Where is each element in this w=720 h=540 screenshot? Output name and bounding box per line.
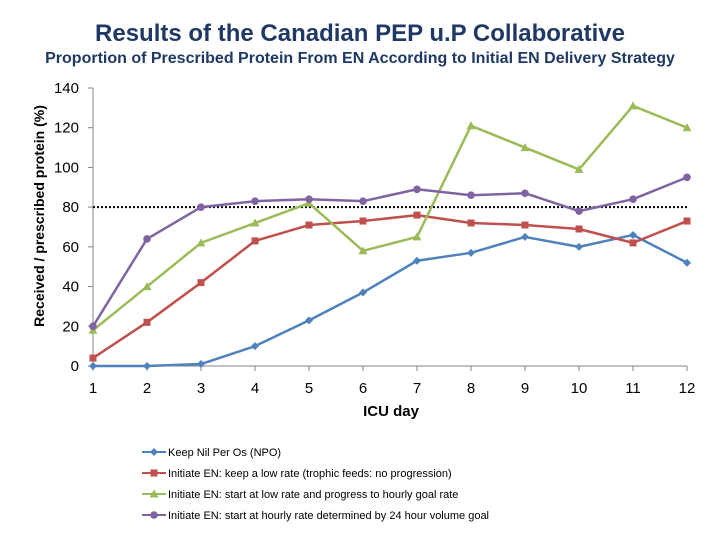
data-point: [250, 218, 260, 227]
x-tick-label: 6: [359, 380, 367, 397]
data-point: [521, 232, 529, 241]
series-4: [89, 173, 691, 331]
data-point: [575, 207, 583, 215]
data-point: [358, 246, 368, 255]
data-point: [89, 362, 97, 370]
series-line: [92, 213, 688, 360]
y-tick-label: 40: [62, 279, 79, 296]
data-point: [521, 189, 529, 198]
data-point: [251, 342, 259, 351]
data-point: [150, 511, 158, 519]
legend-item: Initiate EN: start at low rate and progr…: [142, 489, 458, 501]
data-point: [359, 288, 367, 297]
data-point: [575, 242, 583, 251]
data-point: [150, 448, 158, 456]
x-tick-label: 7: [413, 380, 421, 397]
y-tick-label: 100: [54, 159, 79, 176]
data-point: [197, 203, 205, 211]
data-point: [412, 232, 422, 241]
data-point: [359, 197, 367, 205]
x-tick-label: 10: [571, 380, 588, 397]
data-point: [574, 164, 584, 173]
x-tick-label: 8: [467, 380, 475, 397]
series-line: [91, 176, 688, 327]
data-point: [467, 219, 475, 227]
legend-label: Initiate EN: start at low rate and progr…: [168, 489, 458, 501]
data-point: [305, 316, 313, 325]
series-2: [89, 211, 691, 362]
data-point: [413, 211, 421, 219]
legend-label: Initiate EN: keep a low rate (trophic fe…: [168, 468, 452, 480]
x-tick-label: 5: [305, 380, 313, 397]
y-tick-label: 60: [62, 239, 79, 256]
y-tick-label: 120: [54, 120, 79, 137]
x-tick-label: 9: [521, 380, 529, 397]
data-point: [89, 354, 97, 362]
x-axis-title: ICU day: [363, 403, 420, 420]
x-tick-label: 2: [143, 380, 151, 397]
y-tick-label: 140: [54, 80, 79, 97]
data-point: [628, 101, 638, 110]
x-tick-label: 1: [89, 380, 97, 397]
data-point: [682, 123, 692, 132]
data-point: [197, 360, 205, 369]
legend-label: Keep Nil Per Os (NPO): [168, 447, 281, 459]
y-tick-label: 80: [62, 199, 79, 216]
data-point: [143, 235, 151, 243]
data-point: [467, 248, 475, 257]
data-point: [683, 173, 691, 182]
data-point: [305, 195, 313, 203]
data-point: [520, 143, 530, 152]
data-point: [150, 469, 158, 477]
data-point: [467, 191, 475, 200]
x-tick-label: 4: [251, 380, 259, 397]
data-point: [629, 195, 637, 203]
x-tick-label: 12: [679, 380, 696, 397]
chart-subtitle: Proportion of Prescribed Protein From EN…: [45, 50, 675, 67]
data-point: [251, 237, 259, 245]
data-point: [196, 238, 206, 247]
data-point: [197, 279, 205, 287]
chart-title: Results of the Canadian PEP u.P Collabor…: [95, 20, 625, 47]
x-tick-label: 11: [625, 380, 641, 397]
data-point: [143, 362, 151, 370]
y-axis-title: Received / prescribed protein (%): [31, 105, 47, 327]
y-tick-label: 0: [71, 358, 79, 375]
data-point: [629, 230, 637, 239]
x-tick-label: 3: [197, 380, 205, 397]
data-point: [305, 221, 313, 229]
series-1: [89, 230, 691, 370]
data-point: [251, 197, 259, 205]
data-point: [575, 225, 583, 233]
legend-item: Keep Nil Per Os (NPO): [142, 447, 281, 459]
data-point: [359, 217, 367, 225]
legend-item: Initiate EN: start at hourly rate determ…: [142, 510, 489, 522]
data-point: [413, 185, 421, 194]
data-point: [142, 282, 152, 291]
legend-label: Initiate EN: start at hourly rate determ…: [168, 510, 489, 522]
series-line: [93, 233, 688, 368]
data-point: [466, 121, 476, 130]
data-point: [89, 322, 97, 331]
y-tick-label: 20: [62, 318, 79, 335]
data-point: [629, 239, 637, 247]
legend: Keep Nil Per Os (NPO) Initiate EN: keep a…: [142, 447, 489, 522]
series-line: [92, 104, 688, 332]
data-point: [521, 221, 529, 229]
data-point: [149, 489, 159, 498]
series-lines: [88, 101, 692, 370]
data-point: [683, 258, 691, 267]
data-point: [143, 318, 151, 326]
data-point: [413, 256, 421, 265]
data-point: [683, 217, 691, 225]
legend-item: Initiate EN: keep a low rate (trophic fe…: [142, 468, 452, 480]
